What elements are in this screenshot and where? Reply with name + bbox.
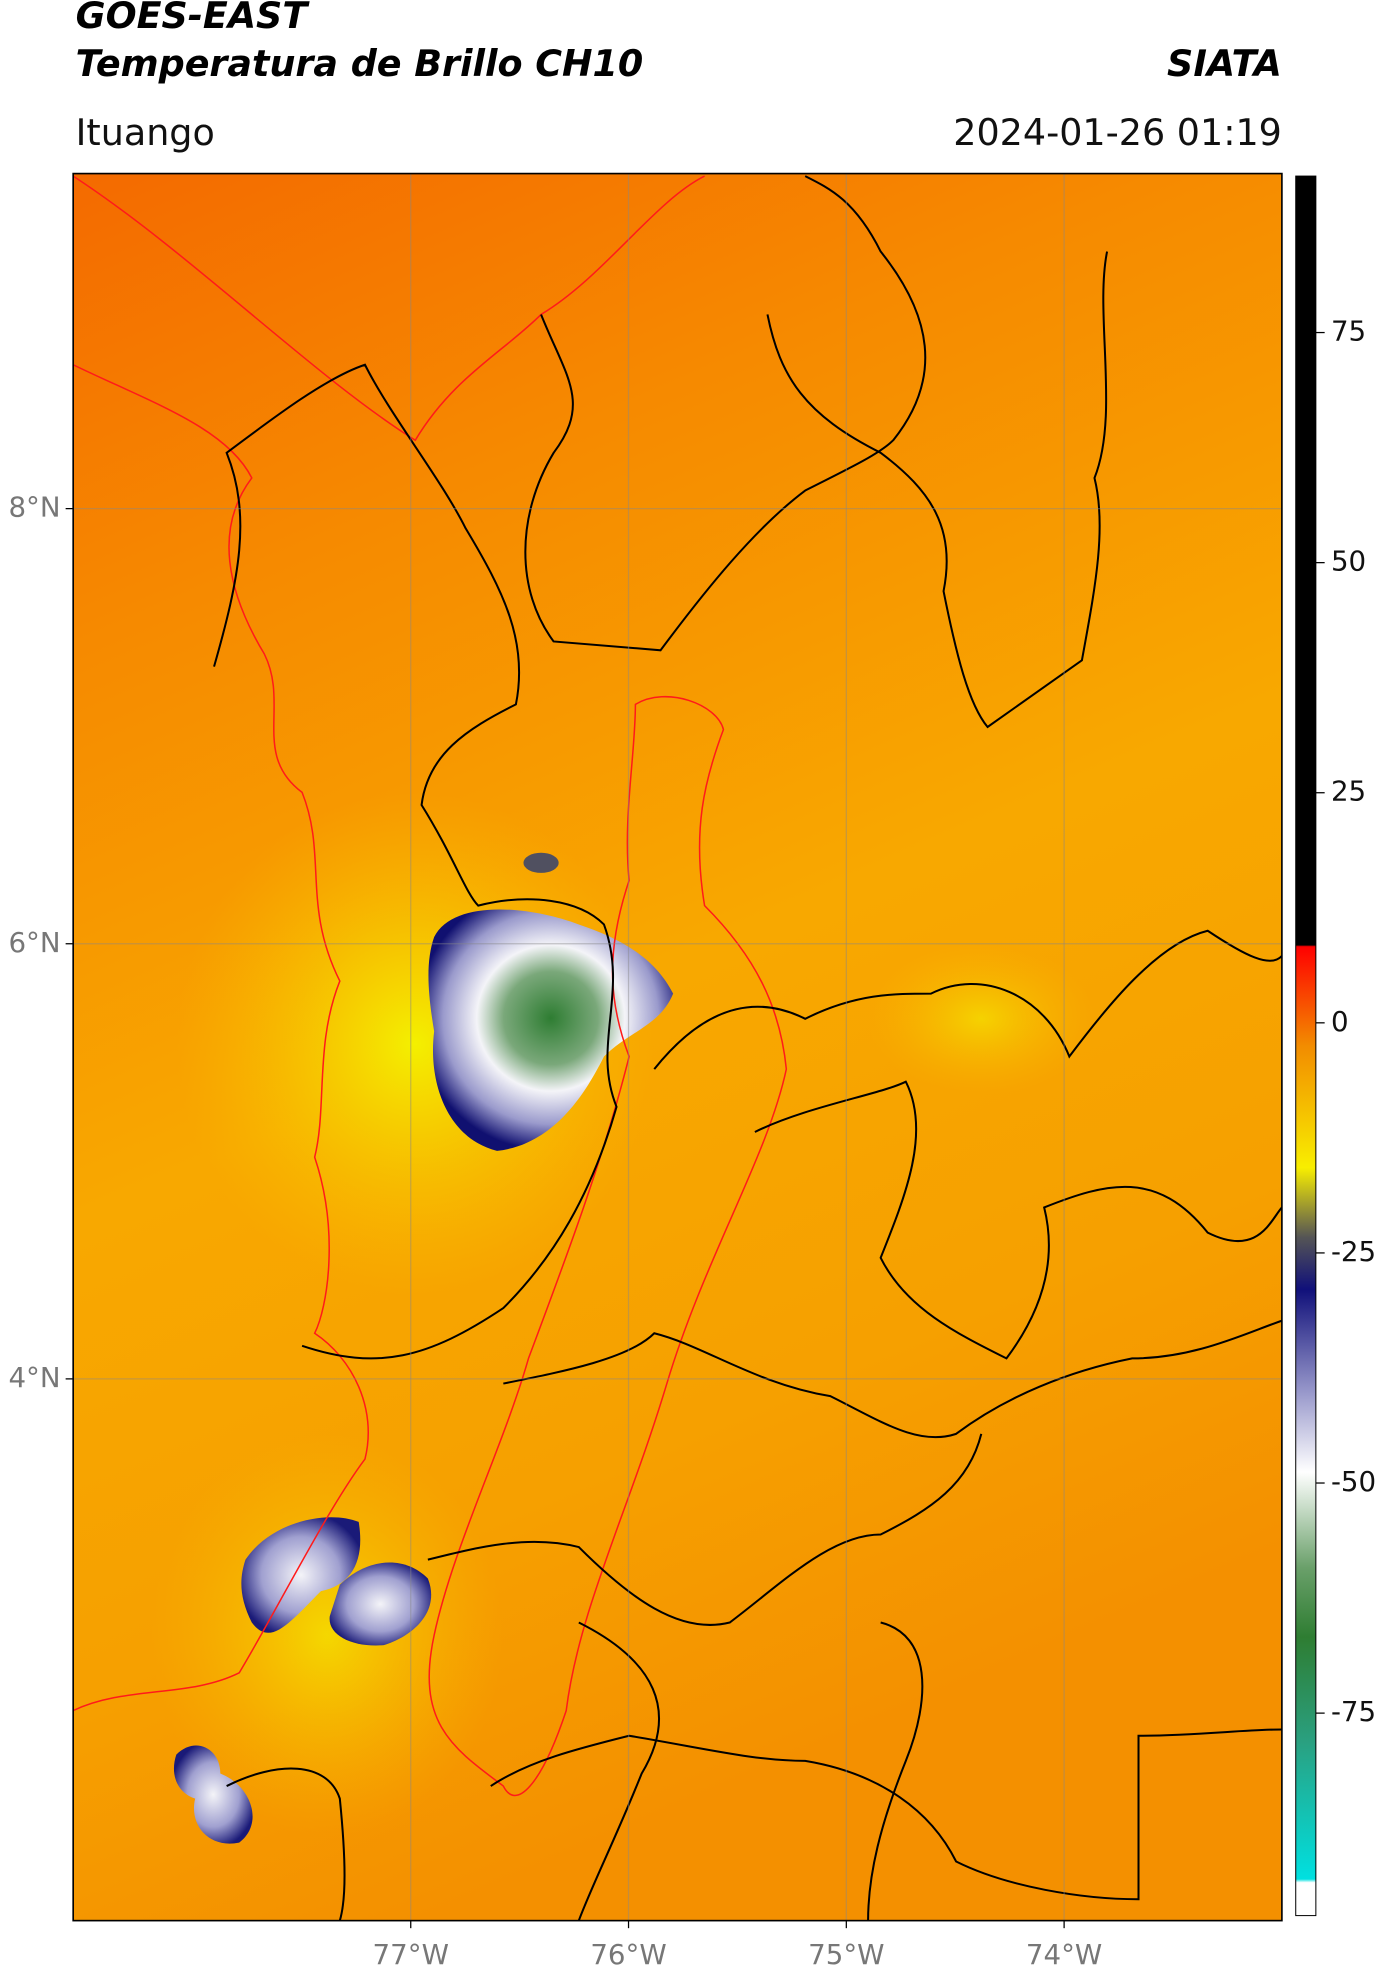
- storm-cell: [523, 852, 559, 873]
- coastline: [73, 175, 705, 442]
- border: [524, 175, 927, 652]
- border: [754, 1080, 1282, 1360]
- y-tick-label: 6°N: [8, 926, 60, 959]
- border: [577, 1621, 660, 1921]
- basin-outline: [428, 695, 788, 1797]
- colorbar-tick-label: -50: [1331, 1465, 1376, 1498]
- colorbar-tick-label: -25: [1331, 1235, 1376, 1268]
- border: [653, 929, 1282, 1070]
- y-tick-label: 4°N: [8, 1361, 60, 1394]
- border: [766, 251, 1109, 729]
- datetime: 2024-01-26 01:19: [953, 111, 1282, 154]
- border: [226, 1767, 346, 1921]
- colorbar-tick-label: 75: [1331, 315, 1366, 348]
- warm-halo: [151, 1433, 504, 1837]
- storm-cell: [241, 1517, 361, 1633]
- border: [427, 1433, 983, 1626]
- map-frame: [72, 172, 1283, 1922]
- y-tick-label: 8°N: [8, 491, 60, 524]
- storm-cell: [329, 1562, 432, 1646]
- warm-halo: [868, 943, 1095, 1095]
- x-tick-label: 75°W: [808, 1938, 884, 1971]
- colorbar-tick-label: 25: [1331, 775, 1366, 808]
- colorbar-tick-label: -75: [1331, 1695, 1376, 1728]
- agency: SIATA: [1167, 42, 1282, 85]
- subtitle: Temperatura de Brillo CH10: [76, 42, 644, 85]
- border: [867, 1621, 924, 1921]
- coastline: [73, 364, 369, 1712]
- border: [213, 363, 618, 1360]
- x-tick-label: 77°W: [373, 1938, 449, 1971]
- colorbar: [1295, 175, 1317, 1917]
- location: Ituango: [76, 111, 215, 154]
- map: [73, 173, 1282, 1921]
- storm-cell: [173, 1745, 253, 1844]
- title: GOES-EAST: [76, 0, 311, 37]
- colorbar-tick-label: 0: [1331, 1005, 1349, 1038]
- x-tick-label: 74°W: [1026, 1938, 1102, 1971]
- colorbar-tick-label: 50: [1331, 545, 1366, 578]
- x-tick-label: 76°W: [590, 1938, 666, 1971]
- border: [503, 1319, 1282, 1439]
- border: [490, 1728, 1282, 1901]
